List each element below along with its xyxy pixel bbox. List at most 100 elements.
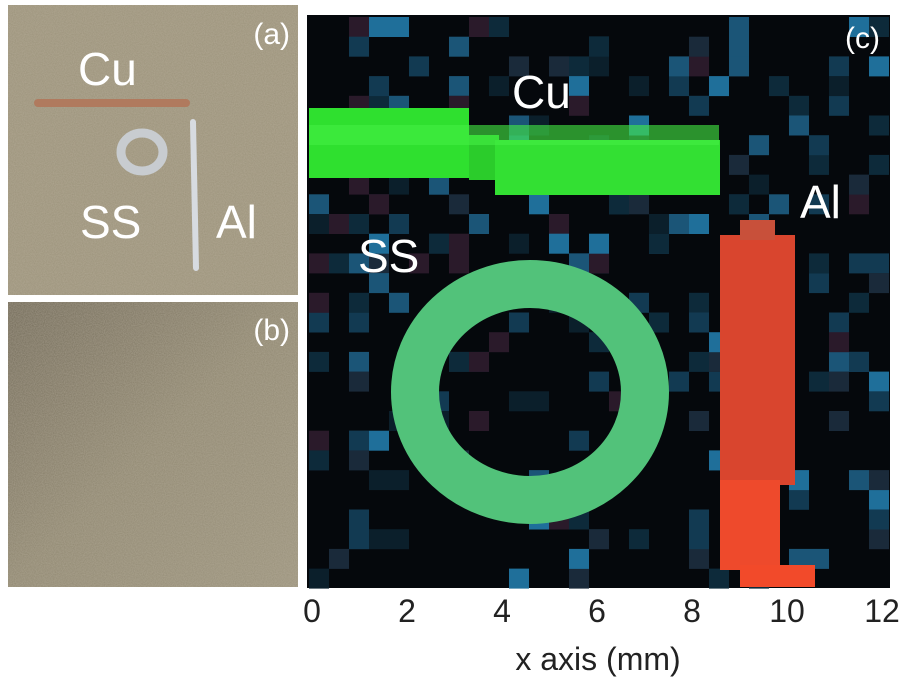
noise-pixel (389, 470, 409, 490)
noise-pixel (729, 17, 749, 37)
noise-pixel (389, 293, 409, 313)
noise-pixel (689, 352, 709, 372)
panel-label: (a) (253, 18, 290, 51)
noise-pixel (629, 194, 649, 214)
x-tick-label: 0 (303, 593, 321, 629)
noise-pixel (669, 56, 689, 76)
noise-pixel (329, 549, 349, 569)
noise-pixel (829, 313, 849, 333)
noise-pixel (729, 194, 749, 214)
noise-pixel (689, 293, 709, 313)
noise-pixel (649, 234, 669, 254)
noise-pixel (829, 352, 849, 372)
signal-region (740, 565, 815, 587)
noise-pixel (309, 569, 329, 589)
noise-pixel (729, 56, 749, 76)
noise-pixel (689, 549, 709, 569)
noise-pixel (809, 273, 829, 293)
x-tick-label: 8 (683, 593, 701, 629)
signal-region (495, 140, 720, 195)
noise-pixel (809, 253, 829, 273)
noise-pixel (449, 253, 469, 273)
noise-pixel (389, 529, 409, 549)
noise-pixel (849, 253, 869, 273)
noise-pixel (869, 116, 889, 136)
noise-pixel (349, 510, 369, 530)
noise-pixel (569, 569, 589, 589)
x-tick-label: 2 (398, 593, 416, 629)
noise-pixel (849, 470, 869, 490)
noise-pixel (489, 76, 509, 96)
noise-pixel (309, 253, 329, 273)
noise-pixel (309, 431, 329, 451)
noise-pixel (829, 411, 849, 431)
noise-pixel (369, 194, 389, 214)
x-axis-label: x axis (mm) (515, 641, 680, 677)
annotation: Cu (78, 43, 137, 95)
noise-pixel (629, 529, 649, 549)
noise-pixel (869, 529, 889, 549)
noise-pixel (369, 76, 389, 96)
noise-pixel (349, 352, 369, 372)
noise-pixel (569, 56, 589, 76)
noise-pixel (589, 56, 609, 76)
noise-pixel (849, 194, 869, 214)
noise-pixel (789, 116, 809, 136)
noise-pixel (349, 529, 369, 549)
noise-pixel (309, 450, 329, 470)
noise-pixel (809, 155, 829, 175)
noise-pixel (549, 234, 569, 254)
noise-pixel (689, 214, 709, 234)
noise-pixel (669, 372, 689, 392)
noise-pixel (589, 234, 609, 254)
noise-pixel (849, 293, 869, 313)
noise-pixel (489, 17, 509, 37)
noise-pixel (449, 234, 469, 254)
noise-pixel (369, 529, 389, 549)
noise-pixel (829, 96, 849, 116)
photo-b: (b) (8, 302, 298, 587)
noise-pixel (669, 76, 689, 96)
signal-region (720, 235, 795, 485)
noise-pixel (749, 135, 769, 155)
noise-pixel (349, 450, 369, 470)
noise-pixel (809, 135, 829, 155)
noise-pixel (569, 549, 589, 569)
noise-pixel (489, 332, 509, 352)
noise-pixel (589, 37, 609, 57)
noise-pixel (789, 490, 809, 510)
noise-pixel (349, 372, 369, 392)
noise-pixel (349, 17, 369, 37)
noise-pixel (869, 490, 889, 510)
signal-region (740, 220, 775, 240)
noise-pixel (469, 17, 489, 37)
noise-pixel (349, 313, 369, 333)
noise-pixel (849, 352, 869, 372)
noise-pixel (469, 411, 489, 431)
noise-pixel (449, 194, 469, 214)
noise-pixel (569, 96, 589, 116)
noise-pixel (449, 352, 469, 372)
noise-pixel (869, 56, 889, 76)
x-tick-label: 12 (864, 593, 900, 629)
noise-pixel (469, 352, 489, 372)
noise-pixel (309, 214, 329, 234)
noise-pixel (349, 37, 369, 57)
noise-pixel (589, 529, 609, 549)
noise-pixel (689, 411, 709, 431)
noise-pixel (869, 273, 889, 293)
noise-pixel (349, 293, 369, 313)
panel-label: (c) (845, 22, 880, 55)
noise-pixel (869, 253, 889, 273)
x-tick-label: 6 (588, 593, 606, 629)
image-map: (c) Cu SS Al (307, 15, 890, 589)
noise-pixel (329, 253, 349, 273)
noise-pixel (689, 313, 709, 333)
noise-pixel (309, 194, 329, 214)
noise-pixel (829, 372, 849, 392)
annotation: Al (216, 196, 257, 248)
noise-pixel (449, 76, 469, 96)
noise-pixel (869, 470, 889, 490)
noise-pixel (569, 431, 589, 451)
noise-pixel (509, 569, 529, 589)
